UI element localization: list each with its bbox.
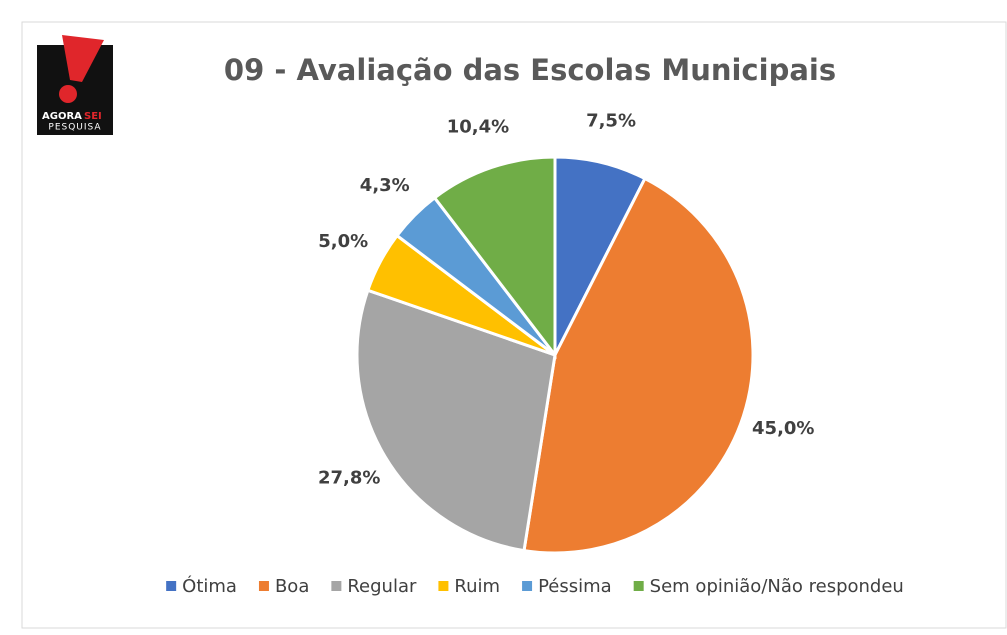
logo-word: SEI (84, 111, 102, 122)
logo-word: PESQUISA (48, 123, 101, 133)
legend-label: Péssima (538, 576, 612, 597)
data-label: 7,5% (586, 111, 636, 132)
data-label: 27,8% (318, 467, 380, 488)
legend-label: Sem opinião/Não respondeu (650, 576, 904, 597)
legend-marker (331, 581, 342, 591)
logo-mark (62, 35, 104, 82)
data-label: 45,0% (752, 418, 814, 439)
legend-marker (438, 581, 449, 591)
chart-title: 09 - Avaliação das Escolas Municipais (224, 53, 836, 87)
legend-label: Boa (275, 576, 309, 597)
pie-slice (522, 176, 755, 555)
data-label: 5,0% (318, 231, 368, 252)
legend-marker (633, 581, 644, 591)
legend-label: Regular (347, 576, 417, 597)
data-label: 4,3% (360, 175, 410, 196)
logo-dot (59, 85, 77, 103)
pie-slice (432, 155, 557, 360)
logo-word: AGORA (42, 111, 82, 122)
legend-label: Ruim (454, 576, 500, 597)
legend-marker (166, 581, 177, 591)
logo: AGORA SEI PESQUISA (37, 35, 113, 135)
legend-marker (258, 581, 269, 591)
legend-label: Ótima (182, 575, 237, 597)
legend-marker (522, 581, 533, 591)
pie-slice (355, 288, 557, 553)
data-label: 10,4% (447, 117, 509, 138)
